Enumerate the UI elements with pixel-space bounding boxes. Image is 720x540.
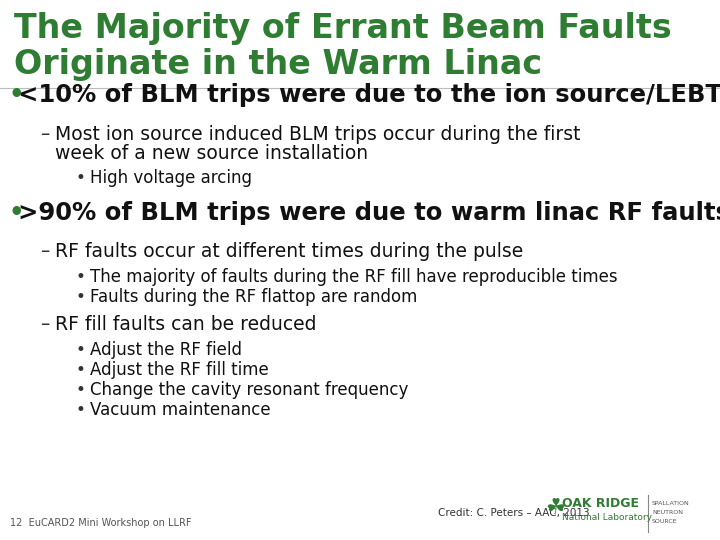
Text: Adjust the RF fill time: Adjust the RF fill time — [90, 361, 269, 379]
Text: Change the cavity resonant frequency: Change the cavity resonant frequency — [90, 381, 408, 399]
Text: •: • — [8, 83, 24, 107]
Text: RF faults occur at different times during the pulse: RF faults occur at different times durin… — [55, 242, 523, 261]
Text: •: • — [76, 268, 86, 286]
Text: –: – — [40, 125, 49, 144]
Text: •: • — [76, 169, 86, 187]
Text: 12  EuCARD2 Mini Workshop on LLRF: 12 EuCARD2 Mini Workshop on LLRF — [10, 518, 192, 528]
Text: OAK RIDGE: OAK RIDGE — [562, 497, 639, 510]
Text: National Laboratory: National Laboratory — [562, 513, 652, 522]
Text: Faults during the RF flattop are random: Faults during the RF flattop are random — [90, 288, 418, 306]
Text: Adjust the RF field: Adjust the RF field — [90, 341, 242, 359]
Text: >90% of BLM trips were due to warm linac RF faults: >90% of BLM trips were due to warm linac… — [18, 201, 720, 225]
Text: •: • — [76, 361, 86, 379]
Text: week of a new source installation: week of a new source installation — [55, 144, 368, 163]
Text: High voltage arcing: High voltage arcing — [90, 169, 252, 187]
Text: –: – — [40, 315, 49, 334]
Text: Most ion source induced BLM trips occur during the first: Most ion source induced BLM trips occur … — [55, 125, 580, 144]
Text: RF fill faults can be reduced: RF fill faults can be reduced — [55, 315, 317, 334]
Text: ☘: ☘ — [545, 498, 565, 518]
Text: •: • — [76, 401, 86, 419]
Text: •: • — [8, 201, 24, 225]
Text: –: – — [40, 242, 49, 261]
Text: The majority of faults during the RF fill have reproducible times: The majority of faults during the RF fil… — [90, 268, 618, 286]
Text: Vacuum maintenance: Vacuum maintenance — [90, 401, 271, 419]
Text: SOURCE: SOURCE — [652, 519, 678, 524]
Text: SPALLATION: SPALLATION — [652, 501, 690, 506]
Text: Originate in the Warm Linac: Originate in the Warm Linac — [14, 48, 542, 81]
Text: The Majority of Errant Beam Faults: The Majority of Errant Beam Faults — [14, 12, 672, 45]
Text: NEUTRON: NEUTRON — [652, 510, 683, 515]
Text: •: • — [76, 381, 86, 399]
Text: Credit: C. Peters – AAC, 2013: Credit: C. Peters – AAC, 2013 — [438, 508, 590, 518]
Text: <10% of BLM trips were due to the ion source/LEBT: <10% of BLM trips were due to the ion so… — [18, 83, 720, 107]
Text: •: • — [76, 288, 86, 306]
Text: •: • — [76, 341, 86, 359]
